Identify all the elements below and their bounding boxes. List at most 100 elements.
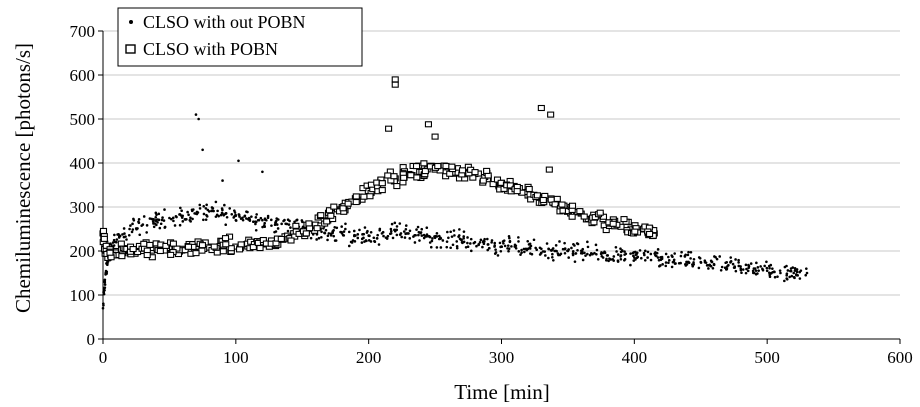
noise-point — [709, 259, 713, 263]
noise-point — [192, 250, 200, 257]
noise-point — [795, 268, 799, 271]
noise-point — [494, 251, 498, 254]
noise-point — [749, 262, 753, 265]
noise-point — [254, 216, 258, 219]
noise-point — [490, 241, 493, 244]
noise-point — [798, 277, 802, 280]
noise-point — [198, 242, 207, 249]
noise-point — [699, 261, 703, 264]
noise-point — [733, 265, 737, 268]
noise-point — [263, 217, 267, 220]
noise-point — [106, 249, 114, 256]
noise-point — [660, 255, 664, 259]
noise-point — [158, 226, 162, 230]
noise-point — [287, 237, 295, 244]
noise-point — [292, 222, 300, 229]
noise-point — [162, 242, 170, 249]
noise-point — [270, 218, 273, 222]
noise-point — [469, 242, 472, 245]
noise-point — [528, 247, 532, 250]
noise-point — [430, 239, 434, 243]
noise-point — [237, 213, 241, 217]
noise-point — [187, 213, 190, 217]
noise-point — [422, 233, 426, 237]
noise-point — [527, 243, 531, 246]
noise-point — [519, 253, 522, 256]
noise-point — [632, 254, 635, 258]
noise-point — [671, 260, 675, 264]
noise-point — [202, 218, 205, 222]
noise-point — [324, 228, 328, 232]
noise-point — [667, 255, 670, 259]
noise-point — [793, 269, 797, 272]
noise-point — [413, 174, 421, 181]
noise-point — [342, 230, 346, 233]
noise-point — [455, 240, 459, 243]
noise-point — [674, 262, 677, 265]
noise-point — [320, 230, 323, 234]
noise-point — [360, 193, 368, 200]
x-tick-label: 500 — [754, 348, 780, 367]
noise-point — [667, 258, 671, 262]
noise-point — [352, 193, 360, 200]
x-tick-label: 100 — [223, 348, 249, 367]
noise-point — [189, 216, 192, 219]
noise-point — [646, 250, 650, 254]
noise-point — [601, 251, 605, 255]
noise-point — [510, 245, 513, 248]
noise-point — [573, 260, 577, 263]
noise-point — [113, 240, 117, 244]
noise-point — [657, 258, 661, 262]
noise-point — [156, 247, 164, 255]
noise-point — [189, 220, 192, 223]
noise-point — [178, 223, 182, 227]
noise-point — [451, 243, 455, 247]
noise-point — [175, 215, 178, 219]
noise-point — [520, 251, 523, 254]
noise-point — [172, 219, 175, 223]
outlier-point — [194, 113, 198, 116]
outlier-point — [545, 166, 553, 173]
noise-point — [302, 230, 310, 237]
noise-point — [145, 231, 148, 234]
noise-point — [157, 218, 161, 222]
noise-point — [378, 187, 386, 194]
noise-point — [216, 209, 219, 213]
noise-point — [773, 270, 776, 274]
noise-point — [664, 261, 668, 264]
noise-point — [466, 236, 469, 239]
noise-point — [434, 234, 437, 238]
noise-point — [437, 234, 441, 238]
noise-point — [656, 248, 660, 251]
noise-point — [99, 227, 108, 235]
noise-point — [398, 222, 402, 225]
noise-point — [563, 251, 567, 255]
noise-point — [799, 269, 803, 272]
noise-point — [498, 241, 502, 245]
noise-point — [727, 263, 730, 267]
noise-point — [192, 208, 195, 211]
noise-point — [347, 244, 351, 248]
noise-point — [428, 241, 432, 244]
noise-point — [746, 269, 750, 273]
noise-point — [793, 276, 796, 280]
noise-point — [407, 172, 415, 179]
noise-point — [455, 246, 459, 250]
noise-point — [469, 249, 473, 253]
noise-point — [575, 242, 579, 245]
noise-point — [533, 192, 541, 199]
noise-point — [198, 207, 202, 210]
noise-point — [580, 213, 588, 220]
y-tick-label: 600 — [70, 66, 96, 85]
noise-point — [193, 212, 196, 215]
noise-point — [459, 238, 463, 241]
noise-point — [539, 196, 547, 204]
noise-point — [765, 266, 769, 270]
noise-point — [795, 273, 798, 277]
noise-point — [737, 258, 740, 262]
noise-point — [246, 210, 249, 214]
noise-point — [805, 267, 808, 270]
noise-point — [215, 213, 219, 217]
noise-point — [339, 205, 347, 212]
noise-point — [283, 218, 286, 222]
